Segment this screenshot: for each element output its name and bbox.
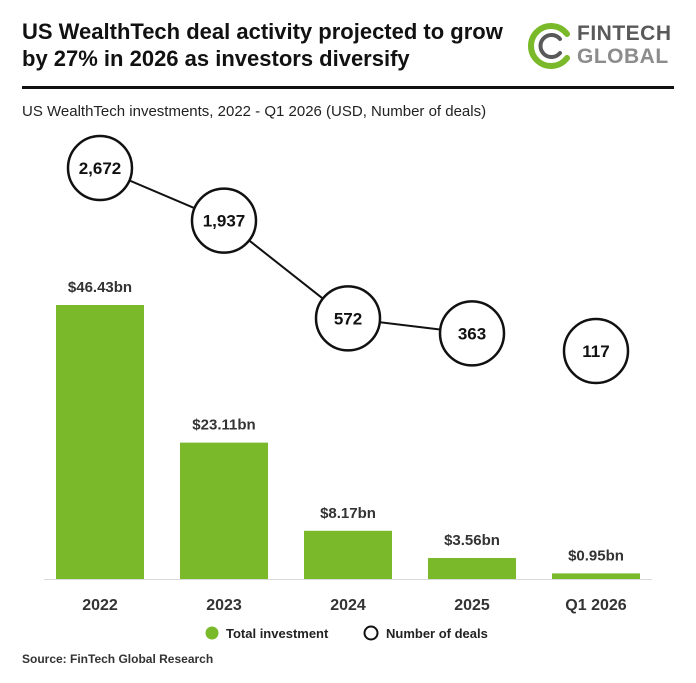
deal-count-label: 1,937: [203, 212, 246, 231]
legend-deals-label: Number of deals: [386, 626, 488, 641]
deal-count-circle-2023: [190, 187, 258, 254]
investment-data-label: $23.11bn: [192, 417, 255, 434]
deals-connector-lines: [99, 167, 473, 335]
investment-data-label: $8.17bn: [320, 505, 376, 522]
investment-bar-2022: [56, 305, 144, 579]
logo-ring-icon: [528, 23, 570, 69]
legend-deals-swatch: [363, 625, 379, 641]
investment-bar-2023: [180, 442, 268, 579]
deal-count-circle-2022: [66, 134, 134, 202]
x-tick-label: 2022: [82, 597, 118, 614]
deal-count-circle-q1-2026: [562, 317, 630, 385]
deal-count-circles: 2,672 1,937 572 363 117: [66, 134, 630, 385]
header-divider: [22, 86, 674, 89]
x-tick-label: 2023: [206, 597, 242, 614]
investment-data-label: $46.43bn: [68, 279, 132, 296]
logo-text-fintech: FINTECH: [577, 22, 672, 45]
investment-bars: [56, 305, 640, 579]
deal-count-label: 2,672: [79, 159, 122, 178]
deal-count-label: 363: [458, 324, 486, 343]
deal-count-label: 117: [582, 342, 609, 361]
investment-data-label: $0.95bn: [568, 547, 624, 564]
source-note: Source: FinTech Global Research: [22, 652, 214, 666]
legend-investment-swatch: [205, 626, 219, 640]
investment-bar-2024: [304, 530, 392, 579]
logo-text-global: GLOBAL: [577, 45, 669, 68]
investment-bar-q1-2026: [552, 573, 640, 579]
deal-count-label: 572: [334, 309, 362, 328]
investment-bar-2025: [428, 557, 516, 579]
legend-investment-label: Total investment: [226, 626, 329, 641]
fintech-global-logo: FINTECH GLOBAL: [527, 20, 677, 72]
investment-data-labels: $46.43bn $23.11bn $8.17bn $3.56bn $0.95bn: [68, 279, 624, 564]
deal-count-circle-2025: [438, 300, 506, 367]
x-tick-label: Q1 2026: [565, 597, 626, 614]
chart-legend: Total investment Number of deals: [205, 625, 488, 641]
page-title: US WealthTech deal activity projected to…: [22, 19, 503, 71]
x-axis-tick-labels: 2022 2023 2024 2025 Q1 2026: [82, 597, 627, 614]
deal-count-circle-2024: [314, 285, 382, 352]
investment-data-label: $3.56bn: [444, 532, 500, 549]
chart-title: US WealthTech investments, 2022 - Q1 202…: [22, 103, 487, 120]
x-tick-label: 2025: [454, 597, 490, 614]
x-tick-label: 2024: [330, 597, 366, 614]
